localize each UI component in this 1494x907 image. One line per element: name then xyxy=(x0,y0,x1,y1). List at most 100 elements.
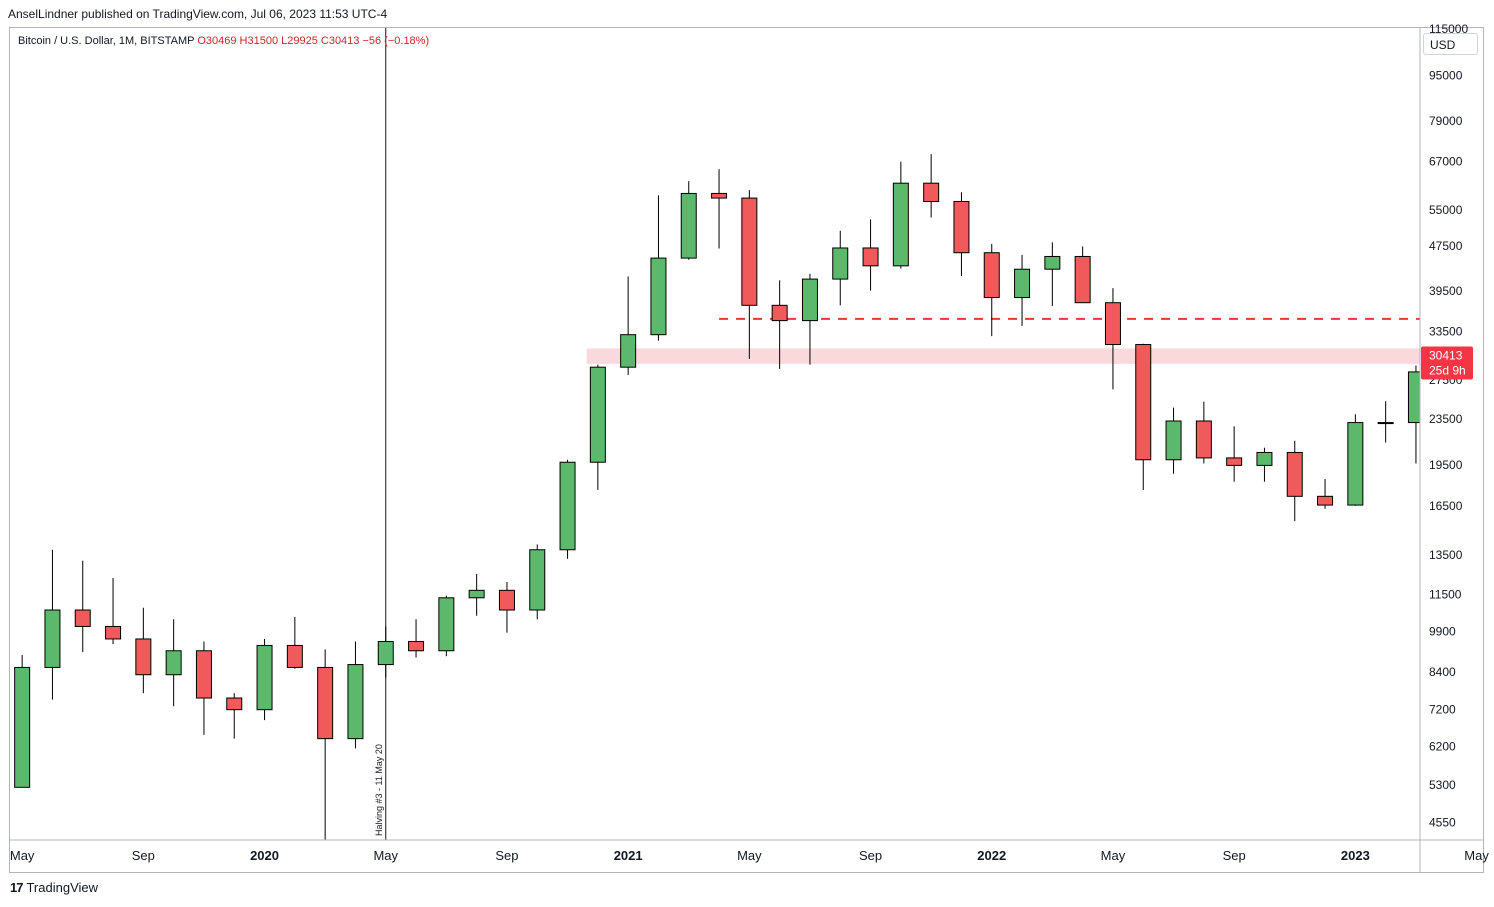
candle-2021-08 xyxy=(832,230,849,306)
candle-body xyxy=(983,252,1000,299)
candle-2020-09 xyxy=(498,582,515,633)
time-tick-label: May xyxy=(1101,848,1126,863)
candle-body xyxy=(1044,255,1061,270)
candle-2021-10 xyxy=(892,161,909,269)
countdown-label: 25d 9h xyxy=(1429,363,1466,377)
time-tick-label: Sep xyxy=(495,848,518,863)
candle-body xyxy=(1135,344,1152,461)
candle-2020-01 xyxy=(256,638,273,721)
time-tick-label: 2022 xyxy=(977,848,1006,863)
candle-body xyxy=(620,334,637,368)
candle-2019-07 xyxy=(74,560,91,653)
candle-body xyxy=(529,549,546,611)
candle-2022-09 xyxy=(1226,426,1243,482)
candle-2019-12 xyxy=(226,693,243,739)
candle-body xyxy=(44,609,61,668)
candle-2021-12 xyxy=(953,192,970,277)
candle-2022-01 xyxy=(983,243,1000,337)
candle-body xyxy=(1317,495,1334,506)
publish-header: AnselLindner published on TradingView.co… xyxy=(8,7,388,21)
candle-body xyxy=(923,182,940,203)
candle-2021-11 xyxy=(923,154,940,218)
candle-2022-06 xyxy=(1135,343,1152,490)
candle-2019-06 xyxy=(44,549,61,700)
price-tick-label: 7200 xyxy=(1429,703,1456,717)
candle-2021-05 xyxy=(741,190,758,359)
candle-body xyxy=(650,257,667,336)
time-tick-label: May xyxy=(373,848,398,863)
candle-2019-09 xyxy=(135,607,152,694)
candle-2022-08 xyxy=(1195,401,1212,464)
candle-2020-03 xyxy=(317,649,334,840)
price-tick-label: 13500 xyxy=(1429,548,1463,562)
price-tick-label: 8400 xyxy=(1429,665,1456,679)
candle-body xyxy=(1104,302,1121,346)
candle-2021-09 xyxy=(862,219,879,291)
halving-3-label: Halving #3 - 11 May 20 xyxy=(374,744,384,836)
candle-2022-03 xyxy=(1044,242,1061,306)
candle-body xyxy=(408,641,425,652)
candle-body xyxy=(741,197,758,306)
candle-2020-12 xyxy=(589,364,606,490)
price-tick-label: 115000 xyxy=(1429,22,1468,36)
candle-body xyxy=(1407,371,1420,424)
candle-2020-02 xyxy=(286,616,303,669)
footer-brand: TradingView xyxy=(26,880,99,895)
time-tick-label: 2023 xyxy=(1341,848,1370,863)
candle-body xyxy=(74,609,91,627)
price-tick-label: 79000 xyxy=(1429,114,1463,128)
candle-2021-06 xyxy=(771,280,788,369)
candle-body xyxy=(1377,422,1394,425)
candle-body xyxy=(14,666,31,788)
candle-body xyxy=(377,641,394,666)
candle-body xyxy=(892,182,909,267)
symbol-legend: Bitcoin / U.S. Dollar, 1M, BITSTAMP O304… xyxy=(18,35,429,47)
candle-body xyxy=(226,697,243,711)
candle-2021-01 xyxy=(620,276,637,375)
candle-2022-12 xyxy=(1317,479,1334,509)
candle-body xyxy=(559,461,576,551)
ohlc-values: O30469 H31500 L29925 C30413 −56 (−0.18%) xyxy=(197,35,430,47)
candle-body xyxy=(1165,420,1182,461)
candle-2022-05 xyxy=(1104,288,1121,390)
price-tick-label: 23500 xyxy=(1429,412,1463,426)
price-tick-label: 39500 xyxy=(1429,284,1463,298)
candle-body xyxy=(589,366,606,463)
candle-2022-10 xyxy=(1256,447,1273,482)
time-tick-label: May xyxy=(737,848,762,863)
time-tick-label: May xyxy=(1464,848,1489,863)
candle-body xyxy=(1286,451,1303,497)
candle-2021-02 xyxy=(650,195,667,341)
candle-2022-11 xyxy=(1286,440,1303,522)
candle-2023-01 xyxy=(1347,414,1364,506)
candle-body xyxy=(317,666,334,740)
candle-2022-02 xyxy=(1014,254,1031,326)
candle-body xyxy=(286,644,303,668)
currency-button[interactable]: USD xyxy=(1423,33,1478,55)
candle-2019-08 xyxy=(105,578,122,645)
time-tick-label: Sep xyxy=(859,848,882,863)
plot-layer: Halving #3 - 11 May 20Halving #4 - TBD xyxy=(14,28,1420,840)
chart-frame xyxy=(9,27,1484,873)
price-tick-label: 9900 xyxy=(1429,624,1456,638)
candle-body xyxy=(832,247,849,280)
time-axis: May Sep 2020 May Sep 2021 May Sep 2022 May Sep 2023… xyxy=(10,839,1489,863)
candle-body xyxy=(195,650,212,699)
candle-2021-03 xyxy=(680,181,697,260)
price-tick-label: 33500 xyxy=(1429,325,1463,339)
time-tick-label: Sep xyxy=(1223,848,1246,863)
price-tick-label: 55000 xyxy=(1429,203,1463,217)
tradingview-footer[interactable]: 17 TradingView xyxy=(10,880,98,895)
symbol-name: Bitcoin / U.S. Dollar, 1M, BITSTAMP xyxy=(18,35,195,47)
candle-2020-10 xyxy=(529,544,546,620)
candle-2020-05 xyxy=(377,626,394,678)
candle-2019-05 xyxy=(14,654,31,788)
time-tick-label: May xyxy=(10,848,35,863)
candle-body xyxy=(1226,457,1243,466)
candle-2019-10 xyxy=(165,619,182,707)
price-tick-label: 47500 xyxy=(1429,239,1463,253)
candle-2021-07 xyxy=(801,273,818,365)
candle-2023-02 xyxy=(1377,401,1394,443)
candle-body xyxy=(438,597,455,652)
